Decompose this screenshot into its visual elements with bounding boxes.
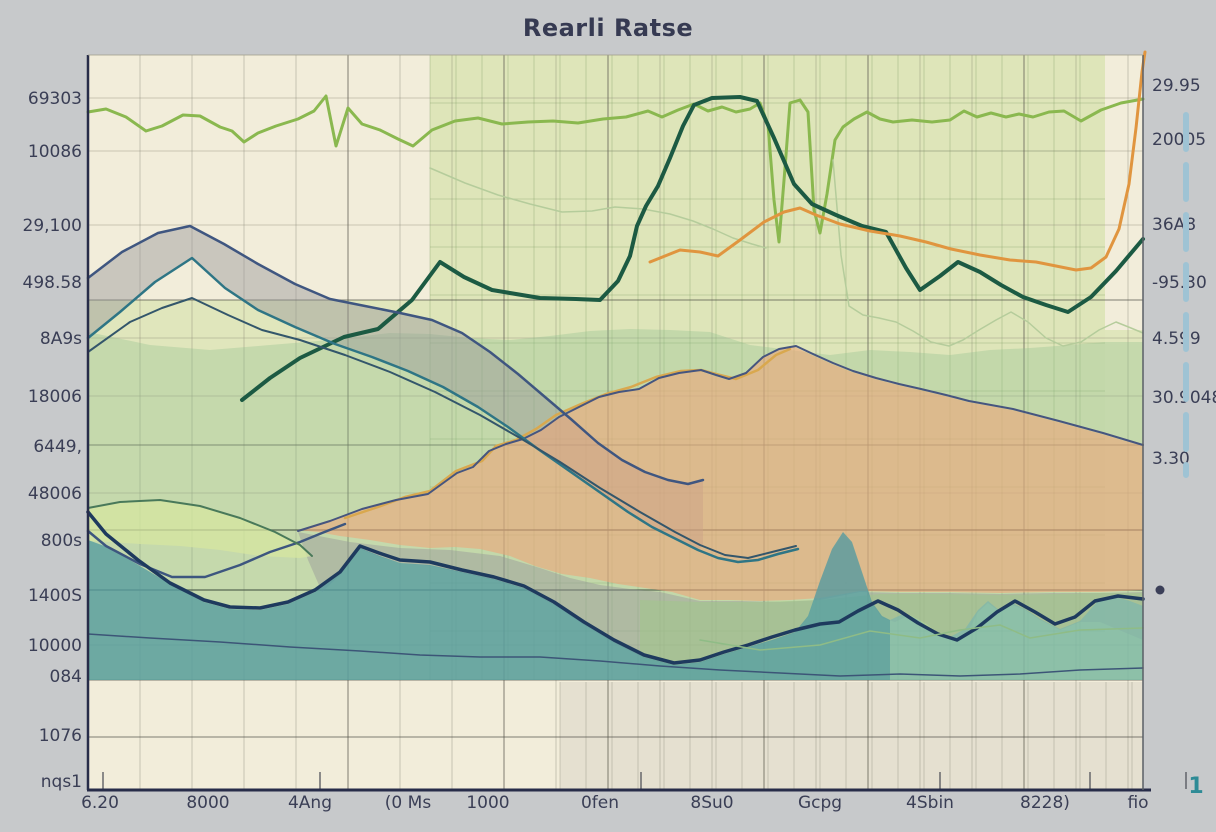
annotation-dot (1155, 585, 1165, 595)
line-navy-thin-salmon-top (297, 345, 1144, 532)
line-navy-hill-top (86, 224, 705, 486)
y-axis-label-left-7: 48006 (28, 484, 82, 504)
line-orange-line (648, 50, 1147, 272)
y-axis-label-left-0: 69303 (28, 89, 82, 109)
line-light-green-top (86, 94, 1145, 244)
y-axis-label-left-11: 084 (50, 667, 82, 687)
chart-title: Rearli Ratse (522, 14, 694, 42)
y-axis-label-left-3: 498.58 (23, 273, 82, 293)
y-axis-label-left-12: 1076 (39, 726, 82, 746)
line-teal-hill-line (86, 256, 800, 564)
x-axis-label-1: 8000 (186, 793, 229, 813)
area-green-blob-left (88, 500, 312, 558)
y-axis-label-right-0: 29.95 (1152, 76, 1201, 96)
y-axis-label-right-4: 4.599 (1152, 329, 1201, 349)
x-axis-label-5: 0fen (581, 793, 619, 813)
line-faint-green-bottom-right (699, 624, 1144, 651)
x-axis-label-9: 8228) (1020, 793, 1070, 813)
y-axis-label-right-6: 3.30 (1152, 449, 1190, 469)
line-green-blob-edge (87, 499, 313, 557)
line-navy-thin-low (87, 633, 1144, 677)
line-navy-thick-main (86, 510, 1145, 665)
area-gray-mid-strip (298, 532, 1143, 666)
x-axis-label-8: 4Sbin (906, 793, 954, 813)
line-slate-descent (87, 297, 797, 559)
corner-marker: 1 (1188, 774, 1203, 799)
y-axis-label-right-3: -95.30 (1152, 273, 1207, 293)
x-axis-label-10: fio (1127, 793, 1148, 813)
y-axis-label-left-10: 10000 (28, 636, 82, 656)
x-axis-label-2: 4Ang (288, 793, 332, 813)
y-axis-label-left-8: 800s (41, 531, 82, 551)
line-dark-green-main (240, 95, 1145, 402)
line-navy-medium-left (86, 522, 347, 579)
x-axis-label-4: 1000 (466, 793, 509, 813)
x-axis-label-0: 6.20 (81, 793, 119, 813)
line-faint-green-mid (429, 167, 767, 249)
area-teal-area-main (88, 532, 890, 680)
y-axis-label-left-9: 1400S (28, 586, 82, 606)
y-axis-label-right-1: 20005 (1152, 130, 1206, 150)
line-faint-green-drift (832, 159, 1144, 347)
area-salmon-area (298, 347, 1143, 601)
area-teal-area-right (890, 597, 1143, 680)
y-axis-label-left-13: nqs1 (41, 772, 82, 792)
y-axis-label-left-5: 18006 (28, 387, 82, 407)
x-axis-label-7: Gcpg (798, 793, 842, 813)
zone-bottom-strip-shade (560, 682, 1143, 790)
x-axis-label-3: (0 Ms (385, 793, 432, 813)
y-axis-label-left-2: 29,100 (23, 216, 82, 236)
y-axis-label-right-2: 36A8 (1152, 215, 1196, 235)
line-gold-line (343, 347, 792, 520)
y-axis-label-left-1: 10086 (28, 142, 82, 162)
y-axis-label-left-6: 6449, (33, 437, 82, 457)
x-axis-label-6: 8Su0 (690, 793, 733, 813)
y-axis-label-left-4: 8A9s (40, 329, 82, 349)
